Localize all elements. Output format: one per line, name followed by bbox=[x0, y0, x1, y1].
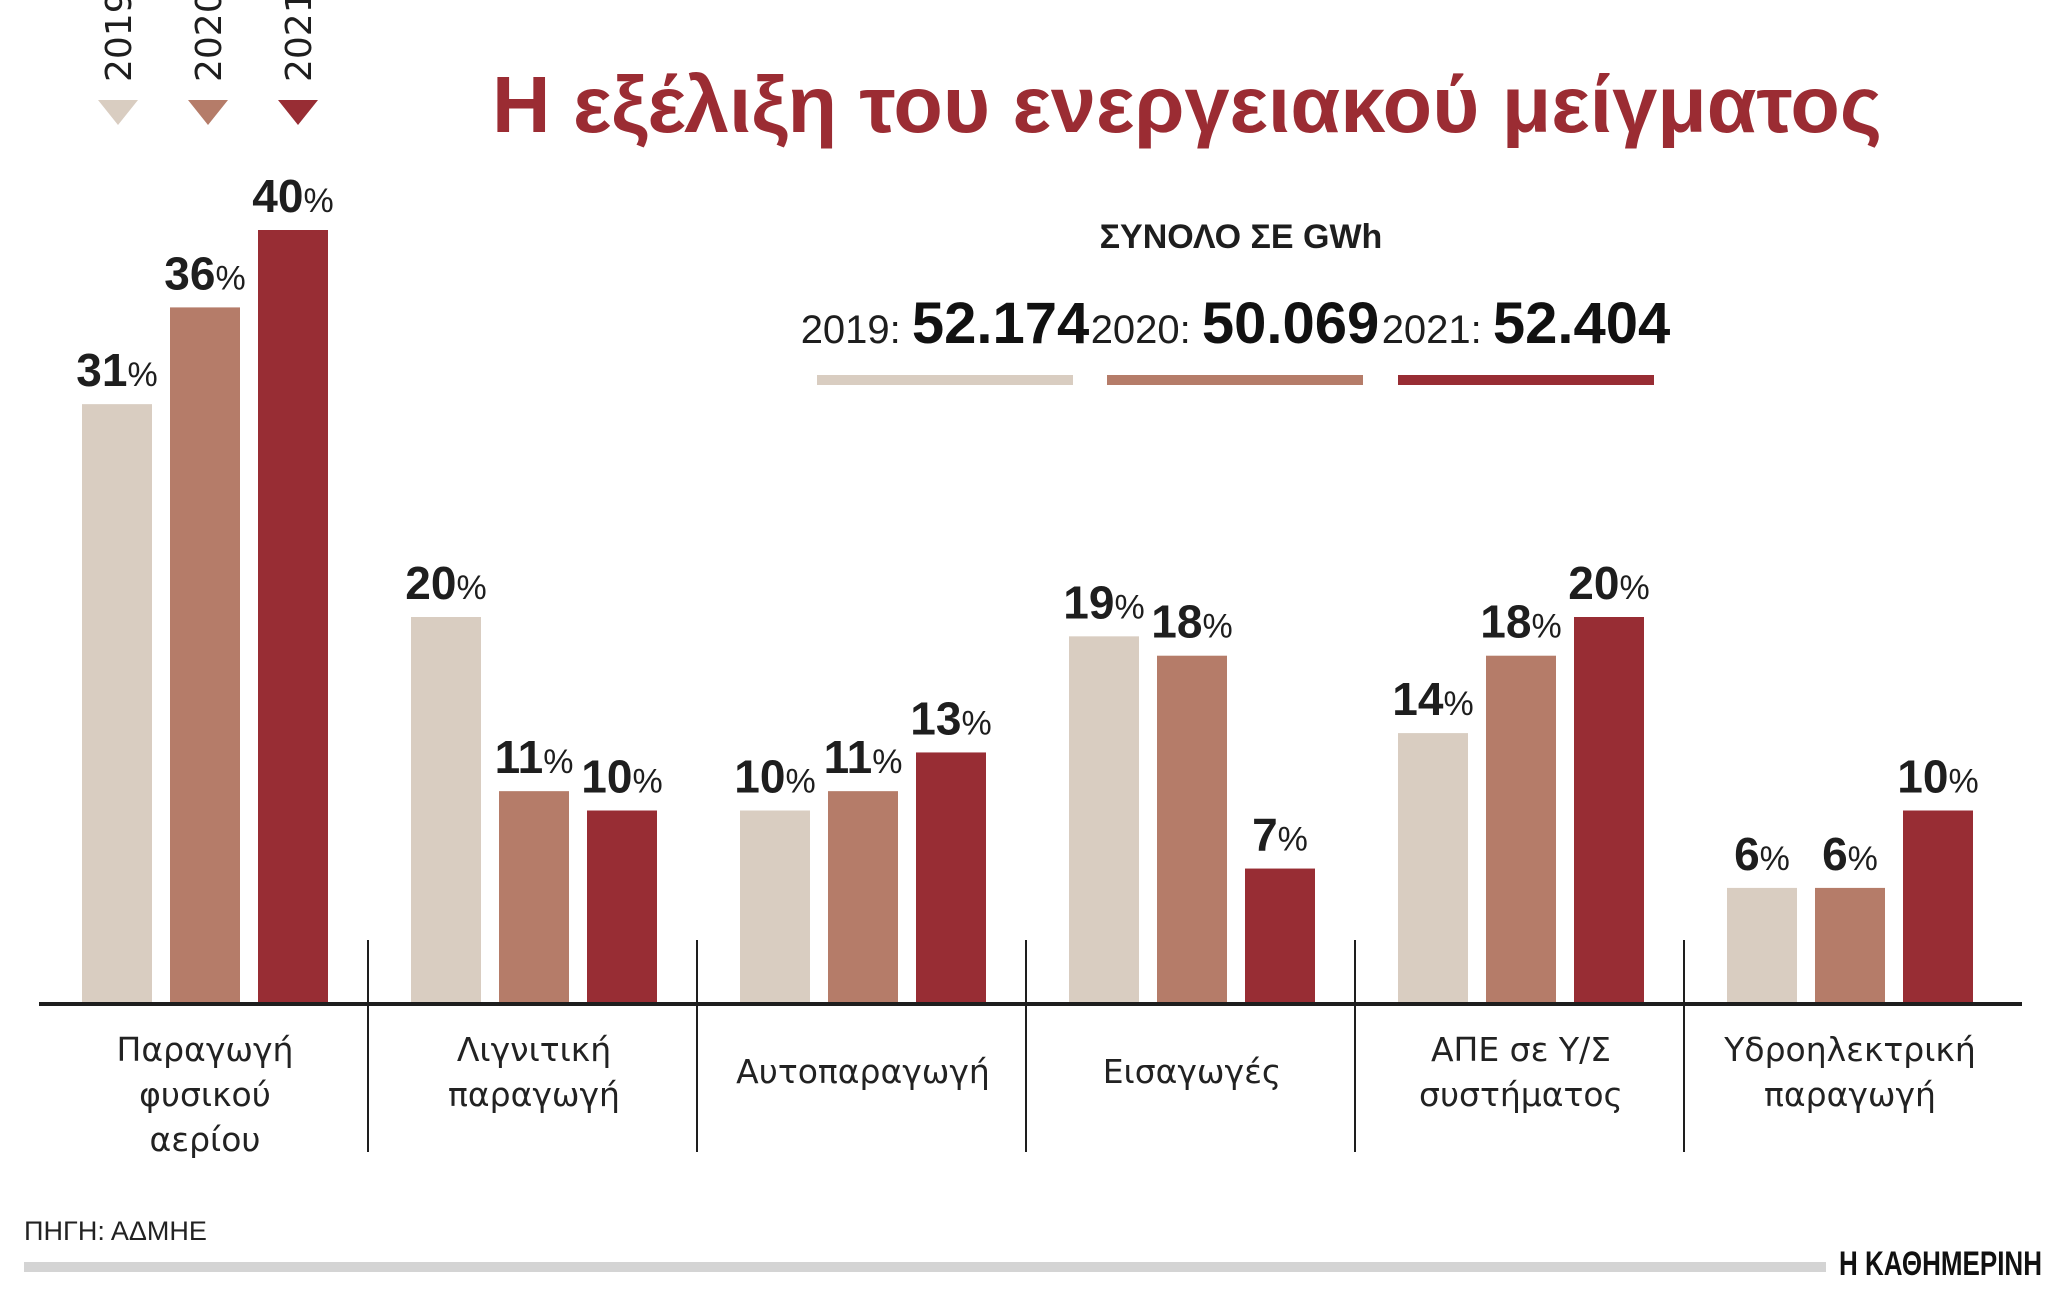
value-label: 10% bbox=[1897, 751, 1978, 803]
category-label: παραγωγή bbox=[448, 1075, 620, 1114]
bar-2019-4 bbox=[1398, 733, 1468, 1004]
category-label: Υδροηλεκτρική bbox=[1723, 1030, 1976, 1069]
bar-2019-5 bbox=[1727, 887, 1797, 1004]
chart-title: Η εξέλιξη του ενεργειακού μείγματος bbox=[492, 60, 1882, 149]
bar-2020-3 bbox=[1157, 655, 1227, 1004]
category-label: συστήματος bbox=[1419, 1075, 1623, 1114]
category-label: αερίου bbox=[150, 1120, 261, 1159]
value-label: 11% bbox=[824, 731, 903, 783]
year-label-2021: 2021 bbox=[279, 0, 320, 82]
category-label: Αυτοπαραγωγή bbox=[736, 1052, 990, 1091]
bar-2021-1 bbox=[587, 810, 657, 1004]
bar-2020-4 bbox=[1486, 655, 1556, 1004]
x-axis-line bbox=[39, 1002, 2022, 1006]
value-label: 18% bbox=[1151, 596, 1232, 648]
group-separator bbox=[1354, 940, 1356, 1152]
group-separator bbox=[1683, 940, 1685, 1152]
total-color-bar bbox=[817, 375, 1073, 385]
footer-bar bbox=[24, 1262, 1826, 1272]
value-label: 20% bbox=[405, 557, 486, 609]
value-label: 10% bbox=[581, 751, 662, 803]
bar-2019-0 bbox=[82, 404, 152, 1004]
category-label: ΑΠΕ σε Υ/Σ bbox=[1431, 1030, 1611, 1069]
value-label: 10% bbox=[734, 751, 815, 803]
totals-heading: ΣΥΝΟΛΟ ΣΕ GWh bbox=[1100, 218, 1383, 256]
value-label: 14% bbox=[1392, 673, 1473, 725]
bar-2021-4 bbox=[1574, 617, 1644, 1004]
bar-2020-5 bbox=[1815, 887, 1885, 1004]
value-label: 36% bbox=[164, 247, 245, 299]
bar-2019-2 bbox=[740, 810, 810, 1004]
bar-2021-0 bbox=[258, 230, 328, 1004]
value-label: 7% bbox=[1252, 809, 1308, 861]
category-label: Λιγνιτική bbox=[457, 1030, 611, 1069]
category-label: παραγωγή bbox=[1764, 1075, 1936, 1114]
value-label: 11% bbox=[495, 731, 574, 783]
bar-2020-1 bbox=[499, 791, 569, 1004]
triangle-marker-icon bbox=[278, 100, 318, 125]
value-label: 40% bbox=[252, 170, 333, 222]
value-label: 6% bbox=[1822, 828, 1878, 880]
category-label: φυσικού bbox=[139, 1075, 271, 1114]
totals-legend: 2019: 52.174 2020: 50.069 2021: 52.404 bbox=[801, 291, 1671, 385]
category-label: Παραγωγή bbox=[117, 1030, 294, 1069]
value-label: 31% bbox=[76, 344, 157, 396]
category-label: Εισαγωγές bbox=[1103, 1052, 1282, 1091]
total-color-bar bbox=[1107, 375, 1363, 385]
total-0: 2019: 52.174 bbox=[801, 291, 1090, 356]
value-label: 18% bbox=[1480, 596, 1561, 648]
year-legend: 2019 2020 2021 bbox=[98, 0, 320, 125]
publisher-logo: Η ΚΑΘΗΜΕΡΙΝΗ bbox=[1839, 1245, 2042, 1283]
bar-2021-5 bbox=[1903, 810, 1973, 1004]
value-label: 20% bbox=[1568, 557, 1649, 609]
source-note: ΠΗΓΗ: ΑΔΜΗΕ bbox=[24, 1216, 207, 1246]
bar-2021-3 bbox=[1245, 868, 1315, 1004]
triangle-marker-icon bbox=[188, 100, 228, 125]
value-label: 19% bbox=[1063, 576, 1144, 628]
bar-2020-2 bbox=[828, 791, 898, 1004]
bar-2020-0 bbox=[170, 307, 240, 1004]
group-separator bbox=[1025, 940, 1027, 1152]
year-label-2019: 2019 bbox=[99, 0, 140, 82]
total-2: 2021: 52.404 bbox=[1382, 291, 1671, 356]
bar-2019-3 bbox=[1069, 636, 1139, 1004]
bar-2021-2 bbox=[916, 752, 986, 1004]
value-label: 13% bbox=[910, 692, 991, 744]
triangle-marker-icon bbox=[98, 100, 138, 125]
total-color-bar bbox=[1398, 375, 1654, 385]
total-1: 2020: 50.069 bbox=[1091, 291, 1380, 356]
bar-2019-1 bbox=[411, 617, 481, 1004]
group-separator bbox=[696, 940, 698, 1152]
year-label-2020: 2020 bbox=[189, 0, 230, 82]
value-label: 6% bbox=[1734, 828, 1790, 880]
group-separator bbox=[367, 940, 369, 1152]
